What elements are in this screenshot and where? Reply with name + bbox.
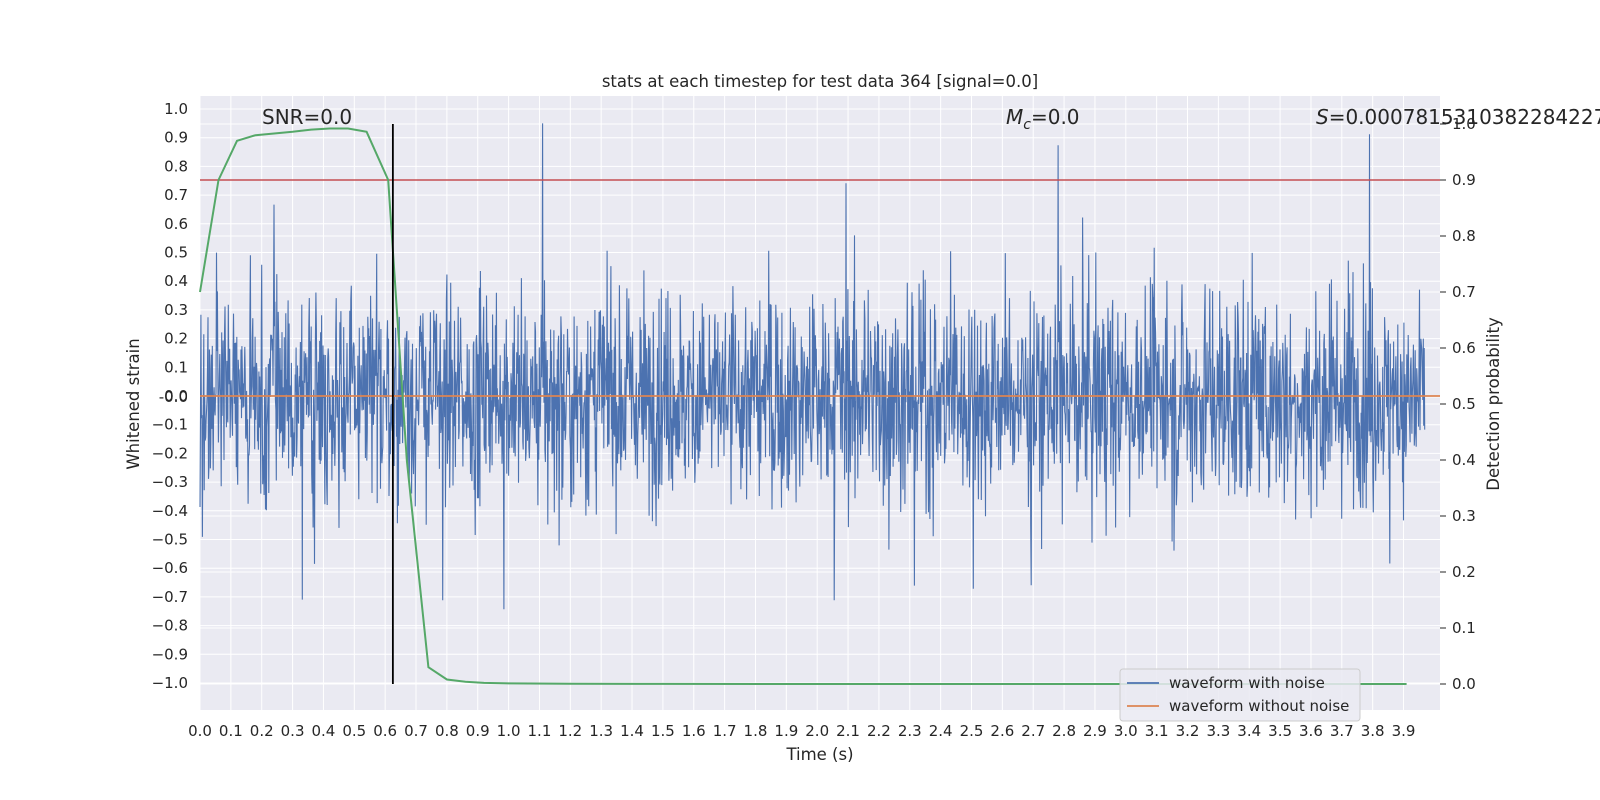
y2-axis-ticks: 1.0 0.9 0.8 0.7 0.6 0.5 0.4 0.3 0.2 0.1 0.0 [1440, 115, 1476, 693]
y-tick-label: 0.2 [164, 330, 188, 348]
x-tick-label: 0.4 [312, 722, 336, 740]
chirp-mass-annotation: Mc=0.0 [1006, 105, 1080, 133]
y-tick-label: 0.6 [164, 215, 188, 233]
y-axis-label: Whitened strain [124, 338, 143, 469]
x-tick-label: 1.6 [682, 722, 706, 740]
y-tick-label: −1.0 [152, 674, 188, 692]
x-tick-label: 2.2 [867, 722, 891, 740]
legend-label-noise: waveform with noise [1169, 674, 1325, 692]
x-tick-label: 3.4 [1237, 722, 1261, 740]
y-tick-label: -0.0 [159, 388, 188, 406]
x-tick-label: 2.0 [805, 722, 829, 740]
x-tick-label: 2.6 [990, 722, 1014, 740]
x-tick-label: 2.3 [898, 722, 922, 740]
y-tick-label: 0.0 [164, 387, 188, 405]
x-tick-label: 3.6 [1299, 722, 1323, 740]
series-waveform-with-noise [199, 123, 1426, 610]
y2-tick-label: 0.5 [1452, 395, 1476, 413]
y2-tick-label: 0.8 [1452, 227, 1476, 245]
s-annotation: S=0.0007815310382284227 [1316, 105, 1600, 129]
x-tick-label: 3.2 [1176, 722, 1200, 740]
legend-box [1119, 668, 1361, 722]
y-tick-label: −0.4 [152, 502, 188, 520]
noise-trace [199, 123, 1426, 610]
y-tick-label: −0.9 [152, 645, 188, 663]
y-tick-label: 0.9 [164, 129, 188, 147]
x-tick-label: 3.0 [1114, 722, 1138, 740]
x-axis-label: Time (s) [785, 745, 853, 764]
x-tick-label: 0.1 [219, 722, 243, 740]
x-tick-label: 1.7 [713, 722, 737, 740]
x-tick-label: 1.8 [744, 722, 768, 740]
x-tick-label: 1.4 [620, 722, 644, 740]
x-tick-label: 3.9 [1392, 722, 1416, 740]
x-tick-label: 1.9 [774, 722, 798, 740]
x-tick-label: 2.8 [1052, 722, 1076, 740]
x-tick-label: 1.1 [528, 722, 552, 740]
y2-tick-label: 0.7 [1452, 283, 1476, 301]
y2-tick-label: 0.1 [1452, 619, 1476, 637]
x-tick-label: 3.3 [1206, 722, 1230, 740]
x-tick-label: 3.1 [1145, 722, 1169, 740]
y2-tick-label: 0.9 [1452, 171, 1476, 189]
y-tick-label: 0.3 [164, 301, 188, 319]
y2-tick-label: 0.0 [1452, 675, 1476, 693]
x-tick-label: 0.5 [342, 722, 366, 740]
y2-tick-label: 0.3 [1452, 507, 1476, 525]
x-tick-label: 3.7 [1330, 722, 1354, 740]
y-tick-label: 0.8 [164, 157, 188, 175]
y-tick-label: −0.3 [152, 473, 188, 491]
y-tick-label: 0.7 [164, 186, 188, 204]
x-tick-label: 0.7 [404, 722, 428, 740]
x-tick-label: 1.0 [497, 722, 521, 740]
y-tick-label: 0.1 [164, 358, 188, 376]
x-tick-label: 1.2 [558, 722, 582, 740]
y2-tick-label: 1.0 [1452, 115, 1476, 133]
series-detection-probability [199, 127, 1407, 685]
x-tick-label: 2.1 [836, 722, 860, 740]
x-tick-label: 2.4 [929, 722, 953, 740]
y2-axis-label: Detection probability [1484, 317, 1503, 491]
x-tick-label: 1.3 [589, 722, 613, 740]
x-axis-ticks: 0.0 0.1 0.2 0.3 0.4 0.5 0.6 0.7 0.8 0.9 1.0 1.1 1.2 1… [188, 722, 1415, 740]
legend-label-clean: waveform without noise [1169, 697, 1349, 715]
x-tick-label: 3.5 [1268, 722, 1292, 740]
x-tick-label: 0.2 [250, 722, 274, 740]
x-tick-label: 0.6 [373, 722, 397, 740]
y-tick-label: −0.5 [152, 531, 188, 549]
y-tick-label: −0.6 [152, 559, 188, 577]
y-tick-label: −0.8 [152, 617, 188, 635]
x-tick-label: 0.8 [435, 722, 459, 740]
x-tick-label: 0.3 [281, 722, 305, 740]
y-tick-label: 0.4 [164, 272, 188, 290]
x-tick-label: 2.9 [1083, 722, 1107, 740]
legend: waveform with noise waveform without noi… [1119, 668, 1361, 722]
y2-tick-label: 0.2 [1452, 563, 1476, 581]
x-tick-label: 0.0 [188, 722, 212, 740]
y-tick-label: 0.5 [164, 244, 188, 262]
y2-tick-label: 0.4 [1452, 451, 1476, 469]
x-tick-label: 2.5 [960, 722, 984, 740]
x-tick-label: 2.7 [1021, 722, 1045, 740]
y-tick-label: −0.7 [152, 588, 188, 606]
x-tick-label: 0.9 [466, 722, 490, 740]
y-tick-label: −0.1 [152, 416, 188, 434]
y2-tick-label: 0.6 [1452, 339, 1476, 357]
chart-title: stats at each timestep for test data 364… [602, 72, 1038, 91]
y-tick-label: 1.0 [164, 100, 188, 118]
y-axis-ticks: 1.0 0.9 0.8 0.7 0.6 0.5 0.4 0.3 0.2 0.1 0.0-0.0 −0.… [152, 100, 188, 692]
y-tick-label: −0.2 [152, 444, 188, 462]
x-tick-label: 3.8 [1361, 722, 1385, 740]
x-tick-label: 1.5 [651, 722, 675, 740]
snr-annotation: SNR=0.0 [262, 105, 352, 129]
